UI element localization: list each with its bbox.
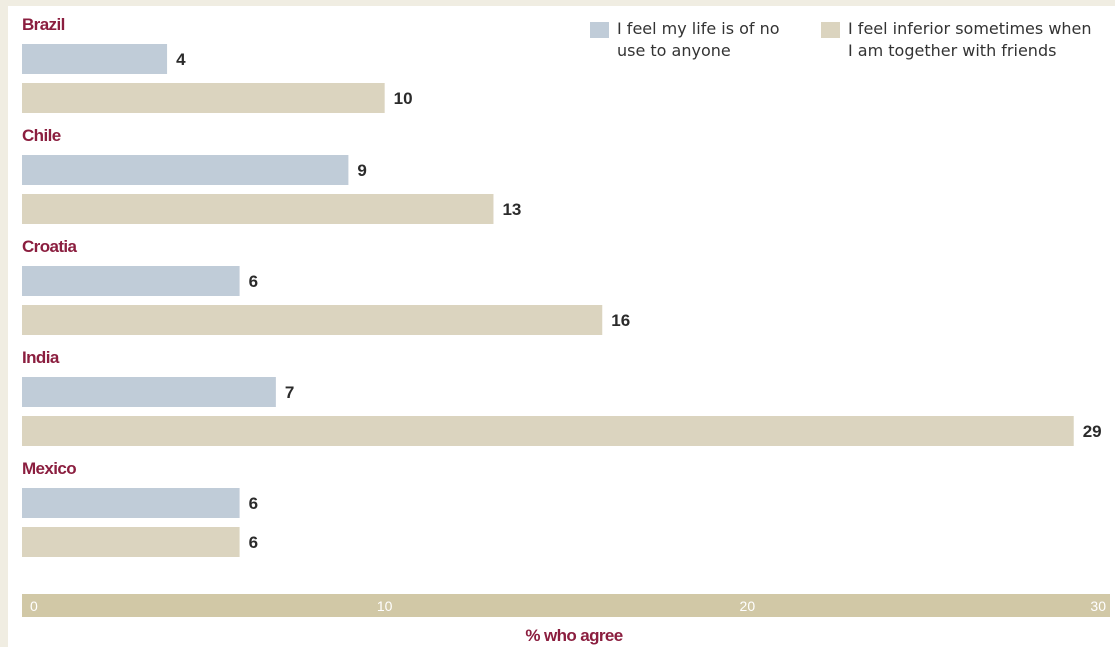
category-label-croatia: Croatia bbox=[22, 237, 78, 256]
value-label-india-series-1: 7 bbox=[285, 383, 294, 402]
value-label-india-series-2: 29 bbox=[1083, 422, 1102, 441]
x-tick-label-20: 20 bbox=[740, 598, 756, 614]
legend-label-feel-inferior: I feel inferior sometimes when I am toge… bbox=[848, 18, 1092, 62]
legend-label-life-no-use: I feel my life is of no use to anyone bbox=[617, 18, 780, 62]
bar-mexico-series-1 bbox=[22, 488, 240, 518]
bar-croatia-series-2 bbox=[22, 305, 603, 335]
value-label-brazil-series-1: 4 bbox=[176, 50, 186, 69]
bar-mexico-series-2 bbox=[22, 527, 240, 557]
x-tick-label-10: 10 bbox=[377, 598, 393, 614]
category-label-india: India bbox=[22, 348, 60, 367]
value-label-croatia-series-1: 6 bbox=[249, 272, 258, 291]
x-axis-label: % who agree bbox=[525, 626, 622, 645]
legend-label-line: I am together with friends bbox=[848, 41, 1057, 60]
value-label-chile-series-2: 13 bbox=[502, 200, 521, 219]
bar-chile-series-2 bbox=[22, 194, 494, 224]
value-label-mexico-series-2: 6 bbox=[249, 533, 258, 552]
category-label-mexico: Mexico bbox=[22, 459, 76, 478]
x-axis-band bbox=[22, 594, 1110, 617]
bar-brazil-series-1 bbox=[22, 44, 168, 74]
value-label-brazil-series-2: 10 bbox=[394, 89, 413, 108]
bar-chile-series-1 bbox=[22, 155, 349, 185]
category-label-brazil: Brazil bbox=[22, 15, 65, 34]
legend-swatch-feel-inferior bbox=[821, 22, 840, 38]
legend-label-line: I feel inferior sometimes when bbox=[848, 19, 1092, 38]
x-tick-label-30: 30 bbox=[1090, 598, 1106, 614]
value-label-chile-series-1: 9 bbox=[357, 161, 366, 180]
bar-india-series-1 bbox=[22, 377, 276, 407]
x-tick-label-0: 0 bbox=[30, 598, 38, 614]
legend-swatch-life-no-use bbox=[590, 22, 609, 38]
legend-label-line: I feel my life is of no bbox=[617, 19, 780, 38]
value-label-mexico-series-1: 6 bbox=[249, 494, 258, 513]
bar-croatia-series-1 bbox=[22, 266, 240, 296]
legend-label-line: use to anyone bbox=[617, 41, 731, 60]
bar-india-series-2 bbox=[22, 416, 1074, 446]
category-label-chile: Chile bbox=[22, 126, 61, 145]
bar-brazil-series-2 bbox=[22, 83, 385, 113]
value-label-croatia-series-2: 16 bbox=[611, 311, 630, 330]
